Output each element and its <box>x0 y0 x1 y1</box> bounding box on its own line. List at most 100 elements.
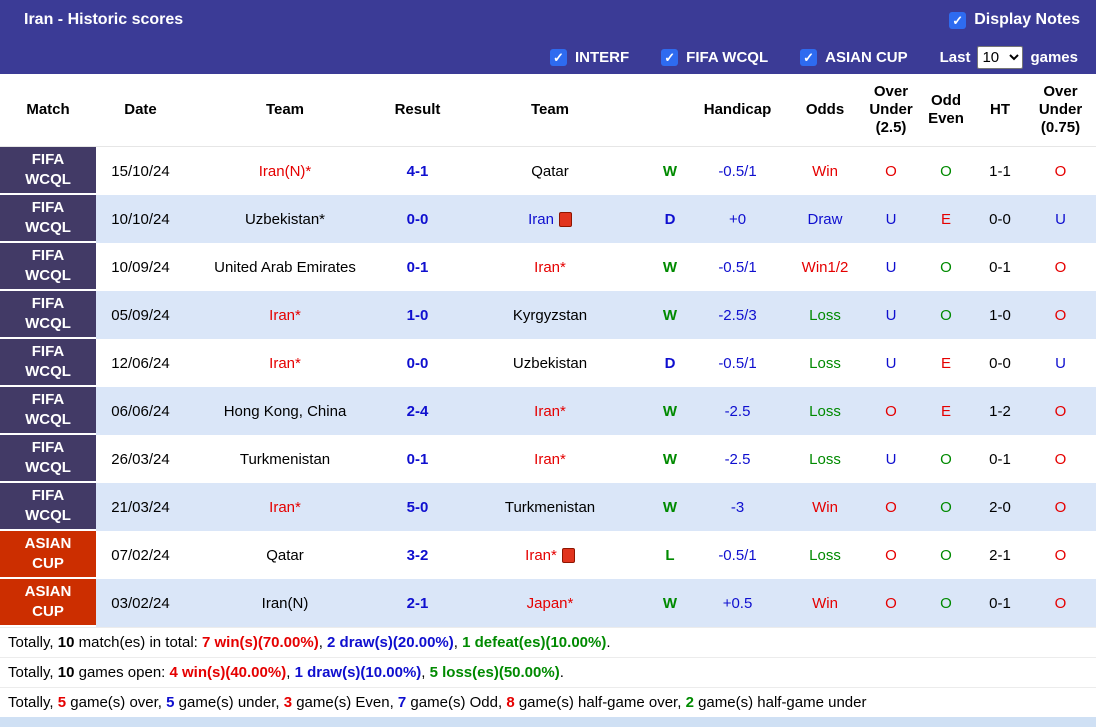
away-team-cell[interactable]: Iran <box>450 195 650 243</box>
summary-segment: . <box>559 664 564 681</box>
summary-segment: games open: <box>74 664 170 681</box>
summary-line: Totally, 5 game(s) over, 5 game(s) under… <box>0 687 1096 717</box>
over-under-25-value: U <box>885 354 897 372</box>
away-team-cell[interactable]: Iran* <box>450 531 650 579</box>
col-header-result: Result <box>394 101 441 118</box>
match-date: 10/10/24 <box>111 210 170 228</box>
home-team-cell[interactable]: Iran* <box>185 483 385 531</box>
fifa-wcql-checkbox[interactable]: ✓ <box>661 48 679 66</box>
display-notes-toggle[interactable]: ✓ Display Notes <box>949 11 1080 29</box>
filter-fifa-wcql[interactable]: ✓ FIFA WCQL <box>661 48 768 66</box>
asian-cup-checkbox[interactable]: ✓ <box>800 48 818 66</box>
col-header-ht: HT <box>990 101 1010 118</box>
away-team-name: Qatar <box>531 162 569 180</box>
over-under-25-value: O <box>885 402 897 420</box>
odd-even-value: E <box>940 402 951 420</box>
filter-interf[interactable]: ✓ INTERF <box>550 48 629 66</box>
home-team-cell[interactable]: Iran* <box>185 339 385 387</box>
handicap-value: -2.5/3 <box>718 306 757 324</box>
col-header-handicap: Handicap <box>703 101 772 118</box>
home-team-cell[interactable]: Iran* <box>185 291 385 339</box>
away-team-cell[interactable]: Iran* <box>450 243 650 291</box>
odds-result: Draw <box>807 210 843 228</box>
asian-cup-label: ASIAN CUP <box>825 48 908 66</box>
games-count-select[interactable]: 10 <box>977 45 1024 69</box>
home-team-cell[interactable]: Qatar <box>185 531 385 579</box>
home-team-cell[interactable]: Hong Kong, China <box>185 387 385 435</box>
odds-result: Loss <box>809 450 841 468</box>
summary-segment: game(s) under, <box>174 694 284 711</box>
home-team-cell[interactable]: United Arab Emirates <box>185 243 385 291</box>
win-draw-loss-letter: L <box>665 546 675 564</box>
home-team-name: Uzbekistan* <box>244 210 326 228</box>
summary-segment: 7 <box>397 694 407 711</box>
summary-segment: 5 <box>57 694 67 711</box>
handicap-value: -0.5/1 <box>718 162 757 180</box>
summary-segment: game(s) over, <box>66 694 167 711</box>
over-under-25-value: U <box>885 210 897 228</box>
interf-checkbox[interactable]: ✓ <box>550 48 567 66</box>
match-row: FIFA WCQL 15/10/24 Iran(N)* 4-1 Qatar W -0.5/1… <box>0 147 1096 195</box>
odd-even-value: O <box>940 258 952 276</box>
filter-bar: ✓ INTERF ✓ FIFA WCQL ✓ ASIAN CUP Last 10… <box>0 40 1096 74</box>
horizontal-scrollbar[interactable] <box>0 717 1096 727</box>
win-draw-loss-letter: W <box>662 402 678 420</box>
competition-badge: FIFA WCQL <box>0 435 96 483</box>
match-result: 1-0 <box>406 306 429 324</box>
table-header-row: Match Date Team Result Team Handicap Odd… <box>0 74 1096 147</box>
away-team-name: Kyrgyzstan <box>512 306 588 324</box>
match-result: 5-0 <box>406 498 429 516</box>
odds-result: Loss <box>809 306 841 324</box>
summary-segment: match(es) in total: <box>74 634 202 651</box>
home-team-cell[interactable]: Uzbekistan* <box>185 195 385 243</box>
odds-result: Win1/2 <box>801 258 849 276</box>
win-draw-loss-letter: W <box>662 306 678 324</box>
col-header-team1: Team <box>265 101 305 118</box>
summary-segment: 3 <box>283 694 293 711</box>
match-date: 06/06/24 <box>111 402 170 420</box>
match-date: 05/09/24 <box>111 306 170 324</box>
handicap-value: -0.5/1 <box>718 546 757 564</box>
display-notes-checkbox[interactable]: ✓ <box>949 11 967 29</box>
odd-even-value: O <box>940 306 952 324</box>
home-team-name: Hong Kong, China <box>223 402 347 420</box>
match-date: 12/06/24 <box>111 354 170 372</box>
win-draw-loss-letter: W <box>662 498 678 516</box>
filter-asian-cup[interactable]: ✓ ASIAN CUP <box>800 48 908 66</box>
away-team-cell[interactable]: Iran* <box>450 435 650 483</box>
match-row: ASIAN CUP 03/02/24 Iran(N) 2-1 Japan* W +0.5 Wi… <box>0 579 1096 627</box>
match-date: 21/03/24 <box>111 498 170 516</box>
handicap-value: +0 <box>728 210 747 228</box>
handicap-value: -3 <box>730 498 745 516</box>
away-team-cell[interactable]: Japan* <box>450 579 650 627</box>
col-header-over-under-075: Over Under (0.75) <box>1038 83 1083 136</box>
half-time-score: 0-0 <box>989 210 1011 228</box>
summary-footer: Totally, 10 match(es) in total: 7 win(s)… <box>0 627 1096 717</box>
away-team-name: Iran* <box>534 450 566 468</box>
summary-segment: 4 win(s)(40.00%) <box>169 664 287 681</box>
odds-result: Win <box>812 162 838 180</box>
summary-line: Totally, 10 match(es) in total: 7 win(s)… <box>0 627 1096 657</box>
match-row: FIFA WCQL 26/03/24 Turkmenistan 0-1 Iran* W -2… <box>0 435 1096 483</box>
home-team-cell[interactable]: Turkmenistan <box>185 435 385 483</box>
over-under-075-value: U <box>1055 210 1066 228</box>
half-time-score: 0-1 <box>989 258 1011 276</box>
home-team-name: Iran* <box>269 354 301 372</box>
away-team-cell[interactable]: Kyrgyzstan <box>450 291 650 339</box>
away-team-cell[interactable]: Iran* <box>450 387 650 435</box>
half-time-score: 0-1 <box>989 594 1011 612</box>
away-team-cell[interactable]: Uzbekistan <box>450 339 650 387</box>
handicap-value: -2.5 <box>724 402 751 420</box>
over-under-25-value: U <box>885 450 897 468</box>
away-team-cell[interactable]: Qatar <box>450 147 650 195</box>
home-team-cell[interactable]: Iran(N)* <box>185 147 385 195</box>
home-team-cell[interactable]: Iran(N) <box>185 579 385 627</box>
col-header-odd-even: Odd Even <box>928 92 964 127</box>
summary-segment: 2 draw(s)(20.00%) <box>327 634 454 651</box>
odd-even-value: O <box>940 162 952 180</box>
col-header-over-under-25: Over Under (2.5) <box>869 83 913 136</box>
away-team-name: Iran* <box>534 402 566 420</box>
over-under-25-value: U <box>885 306 897 324</box>
away-team-cell[interactable]: Turkmenistan <box>450 483 650 531</box>
